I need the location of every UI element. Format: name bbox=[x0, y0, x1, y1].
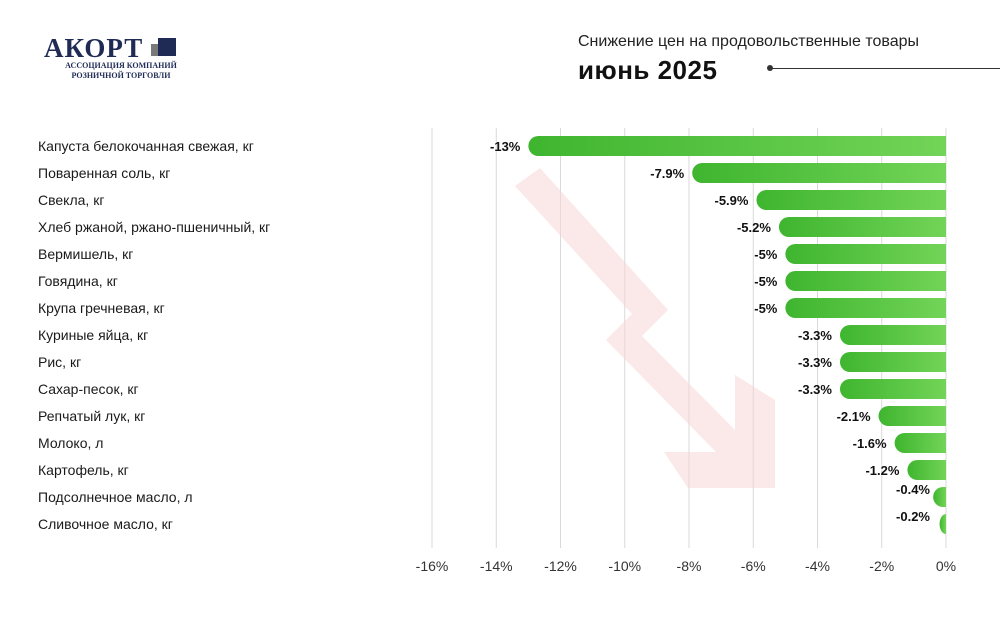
bar bbox=[785, 244, 946, 264]
category-label: Поваренная соль, кг bbox=[38, 165, 170, 181]
category-label: Куриные яйца, кг bbox=[38, 327, 148, 343]
value-label: -0.4% bbox=[896, 482, 930, 497]
category-label: Репчатый лук, кг bbox=[38, 408, 145, 424]
category-label: Молоко, л bbox=[38, 435, 103, 451]
value-labels: -13% -7.9% -5.9% -5.2% -5% -5% -5% -3.3% -3.3% -3… bbox=[490, 139, 930, 524]
value-label: -5% bbox=[754, 247, 778, 262]
value-label: -0.2% bbox=[896, 509, 930, 524]
category-label: Говядина, кг bbox=[38, 273, 118, 289]
x-tick-label: 0% bbox=[936, 558, 956, 574]
bar bbox=[933, 487, 946, 507]
logo-caption-line1: АССОЦИАЦИЯ КОМПАНИЙ bbox=[65, 61, 177, 70]
category-label: Хлеб ржаной, ржано-пшеничный, кг bbox=[38, 219, 270, 235]
bar bbox=[839, 379, 946, 399]
value-label: -5.2% bbox=[737, 220, 771, 235]
trend-arrow-shape bbox=[515, 168, 775, 488]
category-label: Подсолнечное масло, л bbox=[38, 489, 193, 505]
bar bbox=[692, 163, 946, 183]
x-tick-label: -6% bbox=[741, 558, 766, 574]
category-label: Сливочное масло, кг bbox=[38, 516, 173, 532]
category-labels: Капуста белокочанная свежая, кг Поваренна… bbox=[38, 138, 270, 532]
bar bbox=[778, 217, 946, 237]
logo-caption: АССОЦИАЦИЯ КОМПАНИЙ РОЗНИЧНОЙ ТОРГОВЛИ bbox=[56, 61, 186, 81]
category-label: Картофель, кг bbox=[38, 462, 129, 478]
bars bbox=[528, 136, 946, 534]
value-label: -5% bbox=[754, 274, 778, 289]
header-title: июнь 2025 bbox=[578, 55, 718, 85]
category-label: Сахар-песок, кг bbox=[38, 381, 139, 397]
bar bbox=[839, 325, 946, 345]
bar bbox=[907, 460, 946, 480]
bar bbox=[756, 190, 946, 210]
category-label: Крупа гречневая, кг bbox=[38, 300, 165, 316]
trend-arrow bbox=[515, 168, 775, 488]
x-tick-label: -4% bbox=[805, 558, 830, 574]
logo: АКОРТ АССОЦИАЦИЯ КОМПАНИЙ РОЗНИЧНОЙ ТОРГ… bbox=[40, 34, 190, 84]
value-label: -5% bbox=[754, 301, 778, 316]
bar bbox=[785, 298, 946, 318]
category-label: Капуста белокочанная свежая, кг bbox=[38, 138, 254, 154]
value-label: -3.3% bbox=[798, 355, 832, 370]
bar bbox=[839, 352, 946, 372]
value-label: -1.6% bbox=[853, 436, 887, 451]
x-tick-label: -2% bbox=[869, 558, 894, 574]
header-line bbox=[770, 68, 1000, 69]
bar bbox=[894, 433, 946, 453]
x-axis-ticks: -16% -14% -12% -10% -8% -6% -4% -2% 0% bbox=[416, 558, 956, 574]
category-label: Свекла, кг bbox=[38, 192, 104, 208]
value-label: -3.3% bbox=[798, 328, 832, 343]
logo-wordmark: АКОРТ bbox=[44, 33, 144, 63]
x-tick-label: -8% bbox=[677, 558, 702, 574]
bar bbox=[785, 271, 946, 291]
value-label: -13% bbox=[490, 139, 521, 154]
value-label: -1.2% bbox=[865, 463, 899, 478]
value-label: -7.9% bbox=[650, 166, 684, 181]
bar bbox=[528, 136, 946, 156]
x-tick-label: -16% bbox=[416, 558, 449, 574]
header-subtitle: Снижение цен на продовольственные товары bbox=[578, 33, 919, 50]
bar bbox=[878, 406, 946, 426]
logo-caption-line2: РОЗНИЧНОЙ ТОРГОВЛИ bbox=[71, 71, 171, 80]
category-label: Рис, кг bbox=[38, 354, 81, 370]
value-label: -5.9% bbox=[714, 193, 748, 208]
logo-square-navy bbox=[158, 38, 176, 56]
value-label: -2.1% bbox=[837, 409, 871, 424]
bar bbox=[939, 514, 946, 534]
x-tick-label: -12% bbox=[544, 558, 577, 574]
value-label: -3.3% bbox=[798, 382, 832, 397]
category-label: Вермишель, кг bbox=[38, 246, 133, 262]
x-tick-label: -14% bbox=[480, 558, 513, 574]
x-tick-label: -10% bbox=[608, 558, 641, 574]
